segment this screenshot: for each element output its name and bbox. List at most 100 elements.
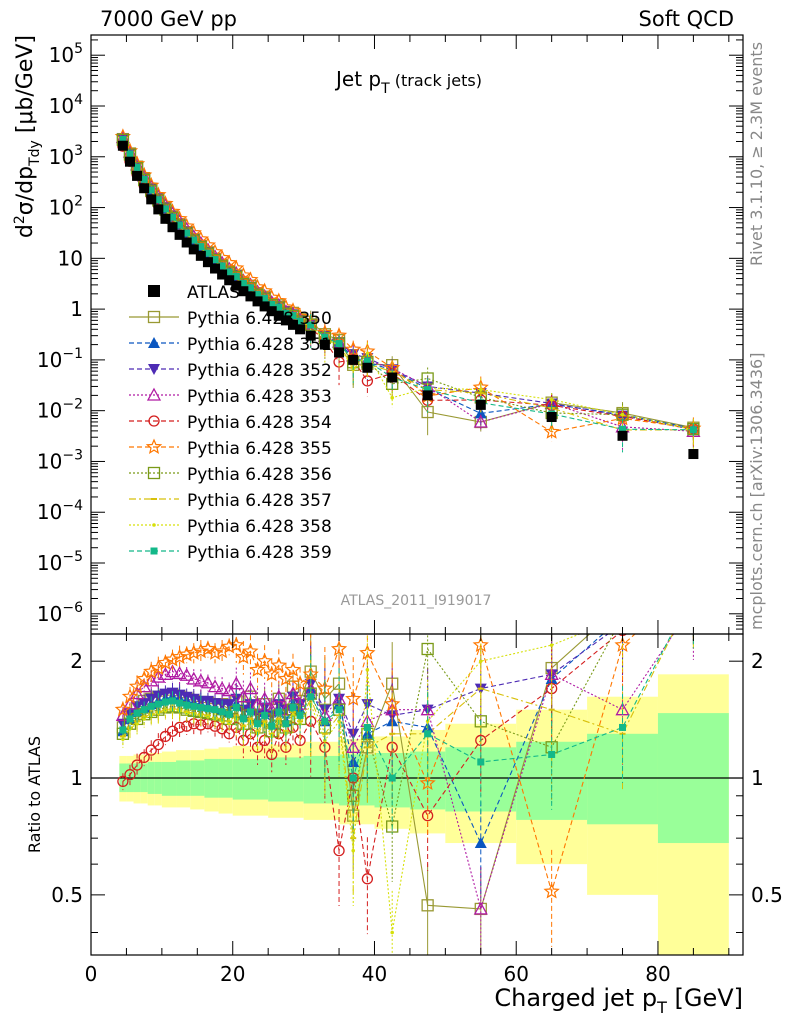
marker-open-star (284, 661, 302, 677)
marker-open-circle (166, 725, 179, 737)
marker-open-star (114, 701, 131, 717)
marker-open-star (214, 642, 231, 659)
x-axis-label: Charged jet pT [GeV] (494, 984, 743, 1017)
marker-open-triangle (687, 598, 699, 609)
marker-open-star (345, 690, 362, 706)
x-tick-label: 0 (85, 962, 98, 986)
marker-open-triangle (473, 414, 488, 428)
marker-open-star (359, 644, 376, 660)
marker-square (424, 386, 432, 394)
marker-triangle-up (617, 611, 629, 622)
legend-label: Pythia 6.428 359 (187, 543, 332, 563)
marker-open-circle (131, 759, 143, 771)
marker-open-triangle (146, 387, 162, 401)
atlas-point (217, 269, 228, 280)
marker-square (349, 774, 357, 782)
legend-label: Pythia 6.428 353 (187, 387, 332, 407)
legend-label: Pythia 6.428 358 (187, 517, 332, 537)
atlas-point (132, 170, 143, 181)
atlas-point (387, 372, 398, 383)
marker-square (477, 758, 485, 766)
header-right: Soft QCD (638, 7, 734, 31)
marker-open-star (263, 665, 280, 682)
legend-entry: Pythia 6.428 354 (129, 413, 332, 433)
marker-square (133, 709, 141, 717)
ratio-tick-label: 2 (70, 649, 83, 673)
marker-square (307, 321, 315, 329)
legend-label: Pythia 6.428 352 (187, 361, 332, 381)
atlas-point (245, 291, 256, 302)
marker-triangle-down (131, 701, 144, 713)
marker-open-star (270, 656, 288, 673)
atlas-point (174, 229, 185, 240)
marker-square (254, 720, 262, 728)
plot-frames (90, 34, 744, 956)
marker-open-star (206, 644, 224, 660)
atlas-point (287, 319, 298, 330)
atlas-point (252, 296, 263, 307)
atlas-point (139, 183, 150, 194)
marker-square (239, 715, 247, 723)
marker-square (140, 706, 148, 714)
atlas-point (238, 286, 249, 297)
marker-square (548, 750, 556, 758)
marker-square (289, 312, 297, 320)
marker-open-triangle (186, 671, 201, 685)
marker-open-star (157, 654, 174, 670)
marker-open-circle (333, 844, 345, 857)
atlas-point (153, 204, 164, 215)
marker-dot (478, 387, 483, 392)
atlas-point (319, 339, 330, 350)
marker-open-star (256, 652, 273, 669)
legend-entry: Pythia 6.428 351 (129, 335, 332, 355)
marker-open-star (192, 642, 210, 659)
atlas-point (295, 324, 306, 335)
marker-open-circle (117, 775, 129, 788)
atlas-point (362, 362, 373, 373)
marker-triangle-up (687, 576, 699, 587)
marker-square (307, 693, 315, 701)
marker-square (363, 723, 371, 731)
marker-open-star (185, 644, 202, 660)
marker-square (289, 703, 297, 711)
series-line-main (122, 136, 694, 433)
legend: ATLAS Pythia 6.428 350 Pythia 6.428 351 Pyt… (129, 283, 332, 563)
marker-square (690, 589, 697, 596)
marker-square (147, 186, 155, 194)
marker-open-triangle (271, 689, 286, 703)
marker-square (232, 703, 240, 711)
marker-dash (619, 732, 626, 735)
marker-open-star (330, 640, 348, 656)
legend-label: Pythia 6.428 354 (187, 413, 332, 433)
y-tick-label: 102 (49, 194, 83, 220)
marker-square (169, 213, 176, 221)
marker-open-circle (421, 809, 434, 822)
marker-open-circle (138, 751, 150, 764)
marker-square (296, 711, 304, 719)
marker-square (246, 284, 254, 292)
marker-square (321, 717, 329, 725)
marker-open-star (143, 663, 160, 679)
marker-open-triangle (420, 702, 435, 716)
marker-square (321, 333, 329, 341)
marker-square (176, 221, 184, 229)
ratio-tick-label: 0.5 (51, 883, 83, 907)
marker-square (424, 730, 432, 738)
marker-square (183, 229, 191, 237)
atlas-point (475, 399, 486, 410)
marker-dot (390, 395, 394, 400)
legend-entry: Pythia 6.428 355 (129, 438, 332, 459)
marker-open-triangle (222, 683, 237, 697)
marker-square (197, 243, 205, 251)
marker-dot (121, 737, 125, 741)
legend-entry: Pythia 6.428 353 (129, 387, 332, 407)
marker-open-triangle (165, 664, 180, 678)
marker-open-square (688, 582, 699, 593)
marker-square (619, 723, 627, 731)
atlas-point (202, 257, 213, 268)
marker-triangle-down (148, 364, 160, 375)
legend-label: Pythia 6.428 355 (187, 439, 332, 459)
legend-label: Pythia 6.428 350 (187, 309, 332, 329)
marker-open-star (199, 640, 217, 656)
